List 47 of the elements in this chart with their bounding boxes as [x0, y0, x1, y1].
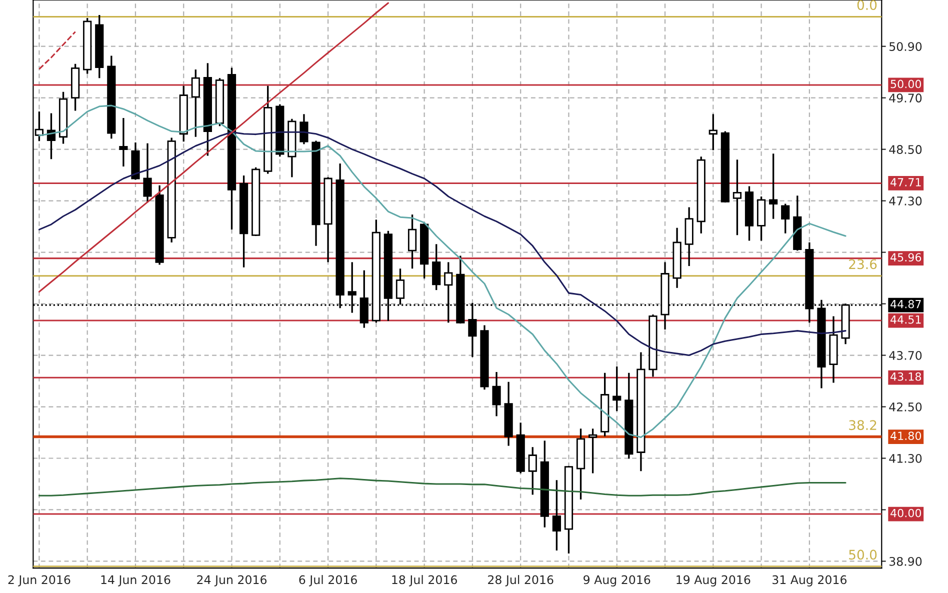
x-tick-label: 19 Aug 2016	[676, 575, 750, 586]
candlestick	[552, 479, 562, 552]
y-tick-label: 48.50	[889, 145, 922, 154]
ref-line-label: 44.51	[890, 315, 921, 324]
candlestick	[528, 446, 537, 496]
annotation: 23.6	[849, 259, 877, 270]
candlestick	[612, 366, 622, 412]
candlestick	[119, 117, 128, 168]
candlestick	[732, 158, 742, 236]
y-tick-label: 43.70	[889, 350, 922, 360]
x-tick-label: 18 Jul 2016	[392, 575, 457, 586]
candlestick	[143, 142, 152, 204]
candlestick	[300, 113, 308, 146]
line-series	[38, 478, 846, 496]
x-tick-label: 24 Jun 2016	[197, 575, 267, 586]
y-tick-label: 38.90	[889, 556, 922, 566]
line-series	[38, 30, 76, 70]
ref-line-label: 41.80	[890, 432, 922, 440]
ref-line-label: 45.96	[890, 253, 922, 262]
candlestick	[432, 243, 441, 291]
candlestick	[588, 428, 598, 474]
y-tick-label: 42.50	[889, 402, 922, 412]
ref-line-label: 43.18	[890, 372, 922, 381]
x-tick-label: 31 Aug 2016	[772, 575, 846, 586]
candlestick	[408, 214, 417, 270]
ref-line-label: 50.00	[890, 80, 922, 88]
candlestick	[708, 113, 718, 152]
x-tick-label: 14 Jun 2016	[101, 575, 170, 586]
x-tick-label: 9 Aug 2016	[584, 575, 650, 586]
candlestick	[769, 152, 778, 220]
candlestick	[781, 202, 790, 234]
x-tick-label: 28 Jul 2016	[488, 575, 554, 586]
y-tick-label: 47.30	[889, 196, 922, 206]
ref-line-label: 47.71	[890, 178, 921, 186]
candlestick	[492, 371, 501, 418]
candlestick	[396, 268, 405, 306]
ref-line-label: 40.00	[890, 508, 922, 518]
annotation: 0.0	[857, 0, 877, 10]
ref-line-label: 44.87	[890, 300, 921, 308]
x-tick-label: 6 Jul 2016	[299, 575, 357, 586]
y-tick-label: 41.30	[889, 454, 922, 463]
x-tick-label: 2 Jun 2016	[8, 575, 70, 586]
y-tick-label: 49.70	[889, 94, 922, 102]
y-tick-label: 50.90	[889, 42, 922, 51]
annotation: 38.2	[849, 420, 876, 430]
annotation: 50.0	[849, 550, 877, 560]
candlestick	[191, 68, 200, 138]
